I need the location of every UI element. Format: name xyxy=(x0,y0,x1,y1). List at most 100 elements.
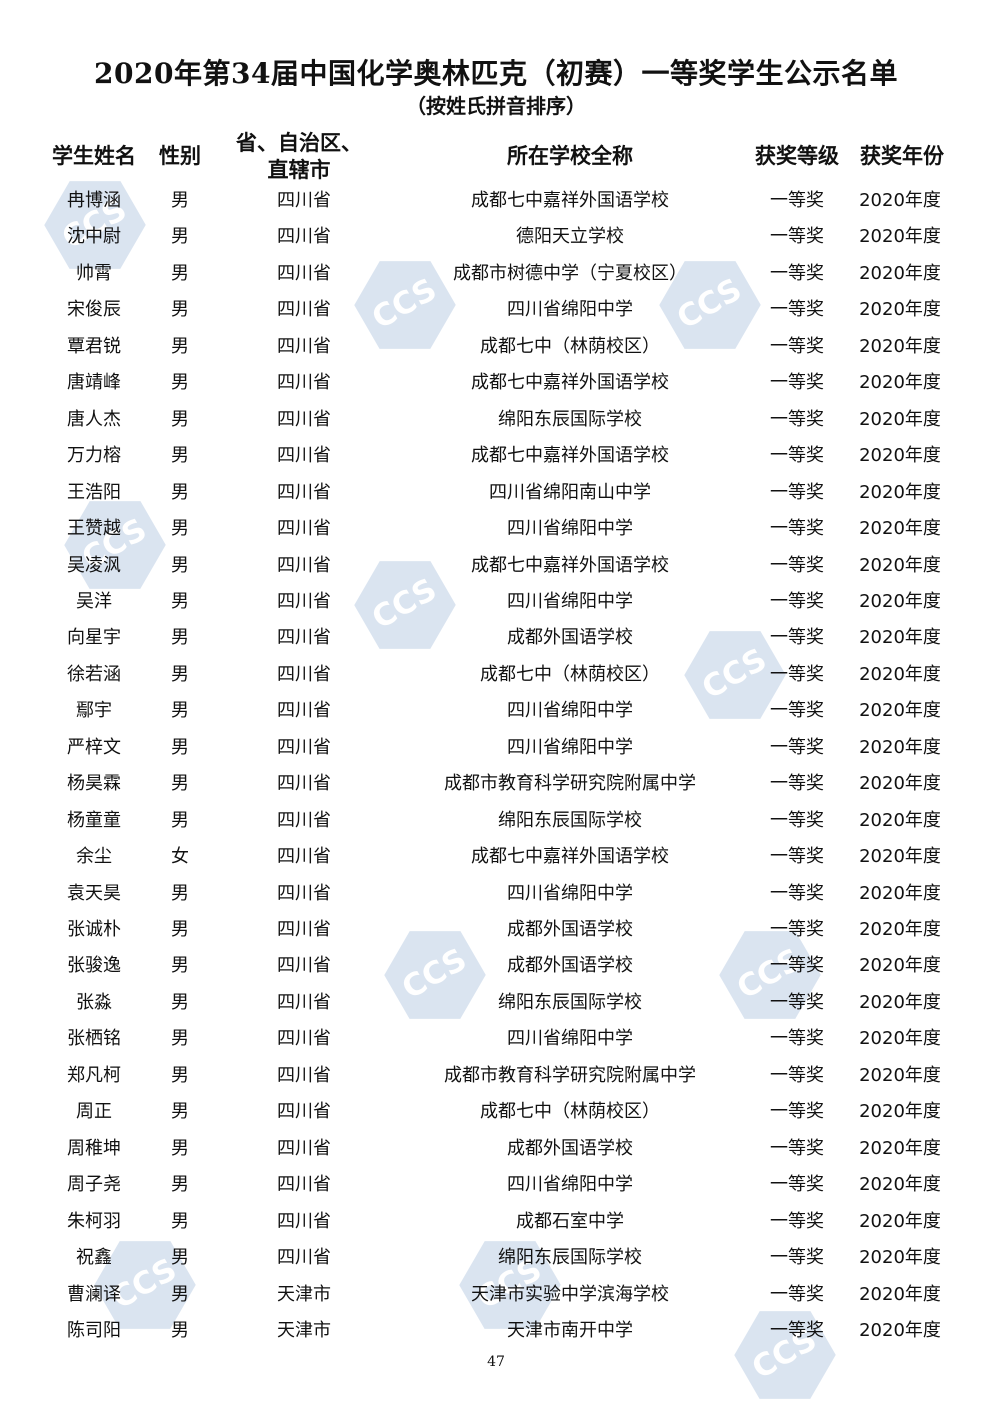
table-row: 向星宇 男 四川省 成都外国语学校 一等奖 2020年度 xyxy=(0,620,992,656)
school-cell: 成都外国语学校 xyxy=(507,919,633,940)
award-year-cell: 2020年度 xyxy=(859,955,941,977)
school-cell: 四川省绵阳中学 xyxy=(507,590,633,612)
award-year-cell: 2020年度 xyxy=(859,991,941,1013)
student-name-cell: 余尘 xyxy=(76,846,112,868)
award-level-cell: 一等奖 xyxy=(770,445,824,467)
student-name-cell: 沈中尉 xyxy=(67,226,121,248)
gender-cell: 男 xyxy=(171,1028,189,1050)
province-cell: 四川省 xyxy=(277,1028,331,1050)
award-year-cell: 2020年度 xyxy=(859,1064,941,1086)
award-year-cell: 2020年度 xyxy=(859,408,941,430)
school-cell: 天津市实验中学滨海学校 xyxy=(471,1283,669,1305)
table-row: 杨童童 男 四川省 绵阳东辰国际学校 一等奖 2020年度 xyxy=(0,803,992,839)
province-cell: 四川省 xyxy=(277,919,331,940)
award-year-cell: 2020年度 xyxy=(859,919,941,940)
award-year-cell: 2020年度 xyxy=(859,1283,941,1305)
province-cell: 四川省 xyxy=(277,190,331,211)
table-row: 袁天昊 男 四川省 四川省绵阳中学 一等奖 2020年度 xyxy=(0,876,992,912)
school-cell: 四川省绵阳中学 xyxy=(507,882,633,904)
province-cell: 四川省 xyxy=(277,809,331,831)
table-row: 张诚朴 男 四川省 成都外国语学校 一等奖 2020年度 xyxy=(0,912,992,948)
student-name-cell: 吴洋 xyxy=(76,590,112,612)
award-year-cell: 2020年度 xyxy=(859,1247,941,1269)
award-level-cell: 一等奖 xyxy=(770,809,824,831)
award-level-cell: 一等奖 xyxy=(770,955,824,977)
award-year-cell: 2020年度 xyxy=(859,809,941,831)
gender-cell: 男 xyxy=(171,1174,189,1196)
award-year-cell: 2020年度 xyxy=(859,226,941,248)
student-name-cell: 万力榕 xyxy=(67,445,121,467)
province-cell: 四川省 xyxy=(277,518,331,540)
award-level-cell: 一等奖 xyxy=(770,299,824,321)
award-year-cell: 2020年度 xyxy=(859,190,941,211)
gender-cell: 男 xyxy=(171,408,189,430)
header-province-line1: 省、自治区、 xyxy=(236,130,362,155)
award-level-cell: 一等奖 xyxy=(770,481,824,503)
student-name-cell: 郑凡柯 xyxy=(67,1064,121,1086)
province-cell: 四川省 xyxy=(277,1137,331,1159)
award-year-cell: 2020年度 xyxy=(859,481,941,503)
school-cell: 绵阳东辰国际学校 xyxy=(498,1247,642,1269)
province-cell: 四川省 xyxy=(277,1064,331,1086)
gender-cell: 男 xyxy=(171,190,189,211)
header-province-line2: 直辖市 xyxy=(267,157,331,182)
gender-cell: 男 xyxy=(171,700,189,722)
award-level-cell: 一等奖 xyxy=(770,1283,824,1305)
school-cell: 四川省绵阳南山中学 xyxy=(489,481,651,503)
school-cell: 成都市教育科学研究院附属中学 xyxy=(444,773,696,795)
province-cell: 四川省 xyxy=(277,372,331,394)
student-name-cell: 张淼 xyxy=(76,991,112,1013)
province-cell: 四川省 xyxy=(277,1210,331,1232)
student-name-cell: 陈司阳 xyxy=(67,1319,121,1341)
student-name-cell: 唐人杰 xyxy=(67,408,121,430)
school-cell: 四川省绵阳中学 xyxy=(507,736,633,758)
award-year-cell: 2020年度 xyxy=(859,518,941,540)
school-cell: 四川省绵阳中学 xyxy=(507,299,633,321)
header-school: 所在学校全称 xyxy=(507,143,633,168)
gender-cell: 男 xyxy=(171,991,189,1013)
school-cell: 绵阳东辰国际学校 xyxy=(498,809,642,831)
student-name-cell: 徐若涵 xyxy=(67,663,121,685)
award-level-cell: 一等奖 xyxy=(770,226,824,248)
award-year-cell: 2020年度 xyxy=(859,663,941,685)
student-name-cell: 杨童童 xyxy=(67,809,121,831)
table-row: 王赞越 男 四川省 四川省绵阳中学 一等奖 2020年度 xyxy=(0,511,992,547)
gender-cell: 女 xyxy=(171,846,189,868)
award-level-cell: 一等奖 xyxy=(770,700,824,722)
award-level-cell: 一等奖 xyxy=(770,1028,824,1050)
school-cell: 成都七中嘉祥外国语学校 xyxy=(471,445,669,467)
award-year-cell: 2020年度 xyxy=(859,700,941,722)
table-row: 唐靖峰 男 四川省 成都七中嘉祥外国语学校 一等奖 2020年度 xyxy=(0,365,992,401)
page-number: 47 xyxy=(487,1354,505,1370)
award-level-cell: 一等奖 xyxy=(770,736,824,758)
table-row: 周子尧 男 四川省 四川省绵阳中学 一等奖 2020年度 xyxy=(0,1167,992,1203)
award-level-cell: 一等奖 xyxy=(770,190,824,211)
award-year-cell: 2020年度 xyxy=(859,1101,941,1123)
school-cell: 成都市树德中学（宁夏校区） xyxy=(453,262,687,284)
table-row: 朱柯羽 男 四川省 成都石室中学 一等奖 2020年度 xyxy=(0,1204,992,1240)
award-level-cell: 一等奖 xyxy=(770,663,824,685)
award-level-cell: 一等奖 xyxy=(770,408,824,430)
award-level-cell: 一等奖 xyxy=(770,1064,824,1086)
award-level-cell: 一等奖 xyxy=(770,335,824,357)
table-row: 张骏逸 男 四川省 成都外国语学校 一等奖 2020年度 xyxy=(0,948,992,984)
gender-cell: 男 xyxy=(171,554,189,576)
award-level-cell: 一等奖 xyxy=(770,262,824,284)
award-year-cell: 2020年度 xyxy=(859,1319,941,1341)
school-cell: 成都外国语学校 xyxy=(507,1137,633,1159)
gender-cell: 男 xyxy=(171,335,189,357)
award-level-cell: 一等奖 xyxy=(770,1137,824,1159)
table-row: 周稚坤 男 四川省 成都外国语学校 一等奖 2020年度 xyxy=(0,1131,992,1167)
table-row: 郑凡柯 男 四川省 成都市教育科学研究院附属中学 一等奖 2020年度 xyxy=(0,1058,992,1094)
award-year-cell: 2020年度 xyxy=(859,1028,941,1050)
award-level-cell: 一等奖 xyxy=(770,1101,824,1123)
student-name-cell: 张骏逸 xyxy=(67,955,121,977)
student-name-cell: 宋俊辰 xyxy=(67,299,121,321)
student-name-cell: 曹澜译 xyxy=(67,1283,121,1305)
table-row: 徐若涵 男 四川省 成都七中（林荫校区） 一等奖 2020年度 xyxy=(0,657,992,693)
school-cell: 成都七中嘉祥外国语学校 xyxy=(471,190,669,211)
student-name-cell: 张栖铭 xyxy=(67,1028,121,1050)
province-cell: 四川省 xyxy=(277,299,331,321)
school-cell: 成都市教育科学研究院附属中学 xyxy=(444,1064,696,1086)
gender-cell: 男 xyxy=(171,663,189,685)
